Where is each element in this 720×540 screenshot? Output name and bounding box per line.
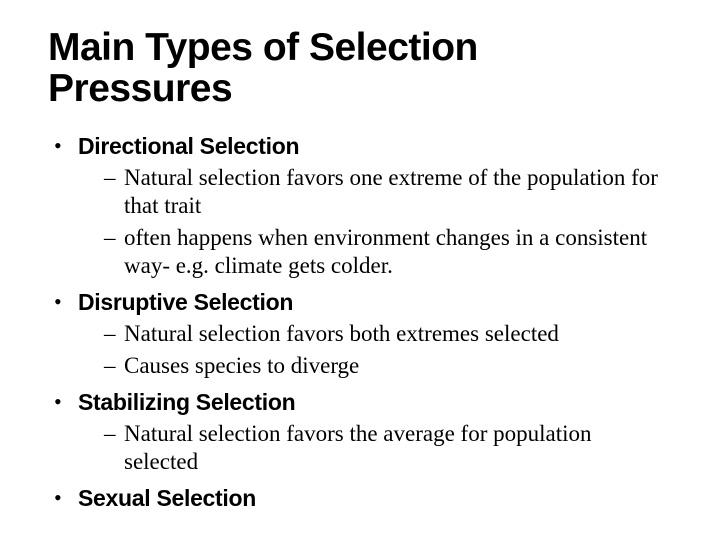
sub-list: Natural selection favors one extreme of … [78,164,672,280]
sub-item: Natural selection favors the average for… [104,420,666,476]
item-heading: Disruptive Selection [78,288,672,316]
sub-item: Causes species to diverge [104,352,666,380]
item-heading: Sexual Selection [78,484,672,512]
list-item: Sexual Selection [54,484,672,512]
sub-list: Natural selection favors both extremes s… [78,320,672,380]
slide: Main Types of Selection Pressures Direct… [0,0,720,540]
list-item: Stabilizing Selection Natural selection … [54,388,672,476]
list-item: Directional Selection Natural selection … [54,132,672,280]
item-heading: Directional Selection [78,132,672,160]
sub-list: Natural selection favors the average for… [78,420,672,476]
sub-item: Natural selection favors one extreme of … [104,164,666,220]
sub-item: often happens when environment changes i… [104,224,666,280]
item-heading: Stabilizing Selection [78,388,672,416]
sub-item: Natural selection favors both extremes s… [104,320,666,348]
slide-title: Main Types of Selection Pressures [48,28,672,110]
bullet-list: Directional Selection Natural selection … [48,132,672,512]
list-item: Disruptive Selection Natural selection f… [54,288,672,380]
